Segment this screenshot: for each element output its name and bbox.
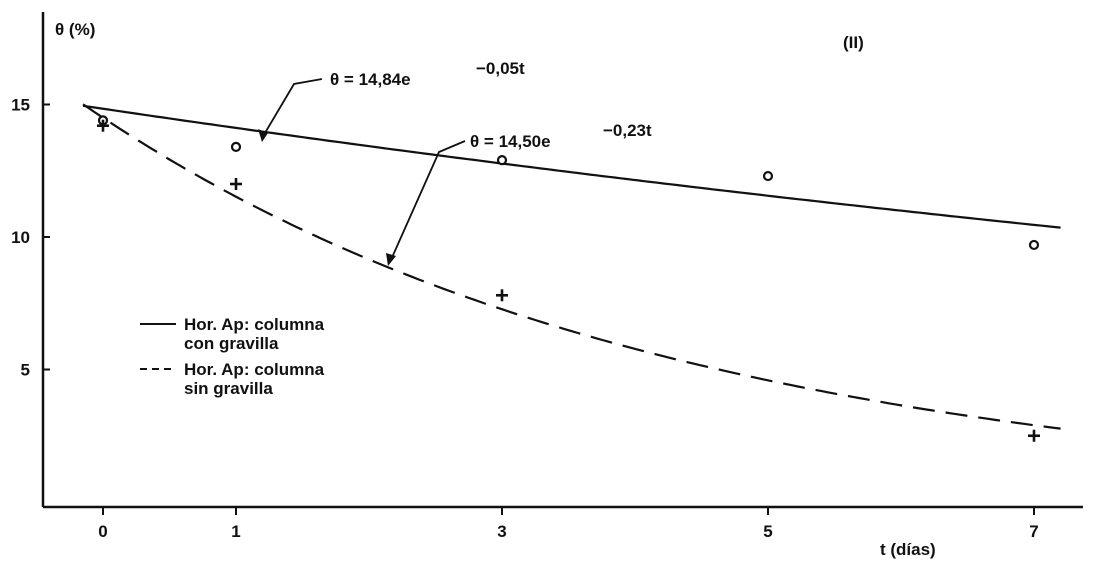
equation-dashed: θ = 14,50e −0,23t: [470, 121, 652, 151]
data-point: [1028, 429, 1040, 442]
equation-dashed-exponent: −0,23t: [603, 121, 652, 140]
legend-label-solid-line1: Hor. Ap: columna: [184, 315, 325, 334]
data-point: [230, 178, 242, 190]
axes: 0 1 3 5 7 5 10 15: [11, 12, 1083, 541]
x-tick-label-7: 7: [1029, 522, 1038, 541]
equation-solid-exponent: −0,05t: [476, 59, 525, 78]
y-tick-label-10: 10: [11, 228, 30, 247]
y-axis-title: θ (%): [55, 20, 95, 39]
y-tick-label-5: 5: [21, 361, 30, 380]
equation-dashed-base: θ = 14,50e: [470, 132, 551, 151]
legend-label-dashed-line2: sin gravilla: [184, 379, 273, 398]
series-line-1: [82, 103, 1061, 430]
data-point: [496, 289, 508, 302]
legend: Hor. Ap: columna con gravilla Hor. Ap: c…: [140, 315, 325, 398]
series-con-gravilla: [82, 104, 1061, 251]
y-tick-label-15: 15: [11, 96, 30, 115]
x-tick-label-0: 0: [98, 522, 107, 541]
arrow-solid: [258, 78, 323, 142]
data-point: [762, 170, 774, 182]
series-layer: [82, 103, 1061, 442]
panel-label: (II): [843, 33, 864, 52]
data-point: [97, 119, 109, 132]
series-line-0: [82, 104, 1061, 229]
data-point: [496, 155, 508, 166]
x-axis-title: t (días): [880, 540, 936, 559]
x-tick-label-5: 5: [763, 522, 772, 541]
legend-label-dashed-line1: Hor. Ap: columna: [184, 360, 325, 379]
equation-solid: θ = 14,84e −0,05t: [330, 59, 525, 89]
data-point: [230, 141, 242, 152]
x-tick-label-1: 1: [231, 522, 240, 541]
data-point: [1028, 239, 1040, 251]
equation-solid-base: θ = 14,84e: [330, 70, 411, 89]
series-sin-gravilla: [82, 103, 1061, 442]
arrow-dashed: [386, 140, 466, 266]
x-tick-label-3: 3: [497, 522, 506, 541]
annotations: (II) θ (%) t (días) θ = 14,84e −0,05t θ …: [55, 20, 936, 559]
legend-label-solid-line2: con gravilla: [184, 334, 279, 353]
